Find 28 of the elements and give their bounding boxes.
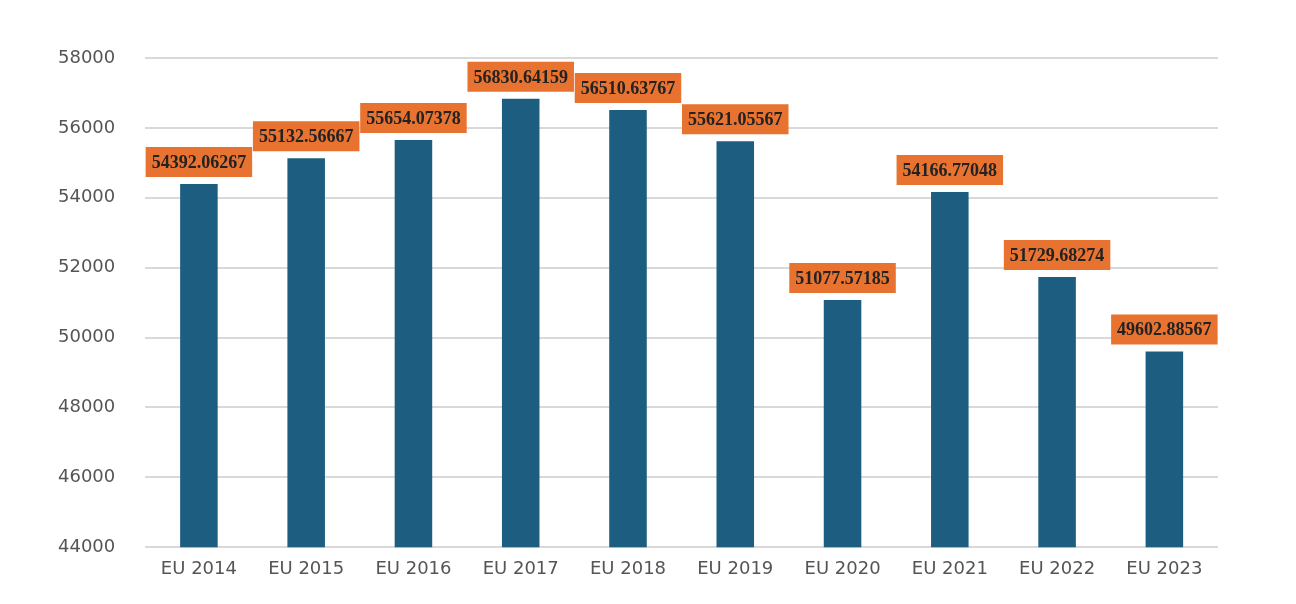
y-tick-label: 52000 xyxy=(58,255,116,277)
x-tick-label: EU 2021 xyxy=(911,556,988,578)
y-tick-label: 48000 xyxy=(58,395,116,417)
x-tick-label: EU 2015 xyxy=(268,556,345,578)
x-tick-label: EU 2018 xyxy=(589,556,667,578)
data-label: 56510.63767 xyxy=(580,77,676,98)
y-tick-label: 50000 xyxy=(58,325,116,347)
data-label: 49602.88567 xyxy=(1117,319,1212,340)
x-tick-label: EU 2017 xyxy=(482,556,559,578)
data-label: 56830.64159 xyxy=(473,66,568,87)
data-label: 55654.07378 xyxy=(366,107,461,128)
data-label: 54166.77048 xyxy=(902,159,998,180)
x-tick-label: EU 2022 xyxy=(1019,556,1096,578)
y-tick-label: 58000 xyxy=(58,45,116,67)
data-label: 55132.56667 xyxy=(258,125,354,146)
x-tick-label: EU 2014 xyxy=(160,556,237,578)
y-tick-label: 54000 xyxy=(58,185,116,207)
data-label: 54392.06267 xyxy=(151,151,247,172)
x-tick-label: EU 2016 xyxy=(375,556,452,578)
y-tick-label: 46000 xyxy=(58,464,116,486)
x-tick-label: EU 2020 xyxy=(804,556,881,578)
y-tick-label: 44000 xyxy=(58,534,116,556)
x-tick-label: EU 2023 xyxy=(1126,556,1203,578)
x-tick-label: EU 2019 xyxy=(697,556,774,578)
data-label: 55621.05567 xyxy=(688,108,783,129)
data-label: 51077.57185 xyxy=(795,267,890,288)
y-tick-label: 56000 xyxy=(58,115,116,137)
data-label: 51729.68274 xyxy=(1009,244,1105,265)
